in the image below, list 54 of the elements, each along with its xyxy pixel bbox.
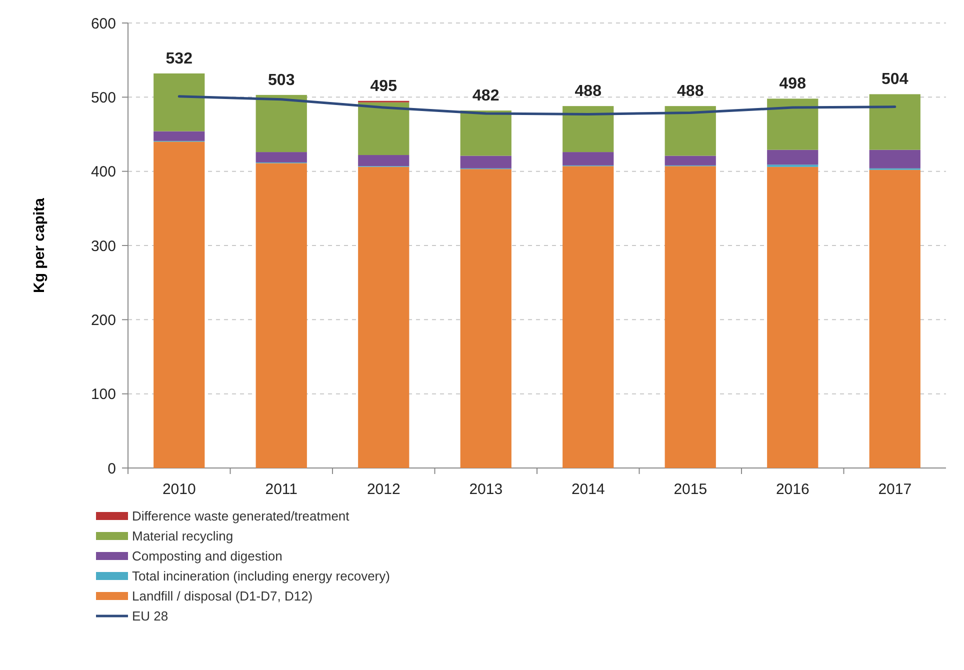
x-tick-label: 2011 (265, 481, 298, 498)
bar (460, 169, 512, 468)
legend-label: Difference waste generated/treatment (132, 508, 350, 524)
bar (767, 150, 818, 165)
bar (767, 166, 818, 468)
y-tick-label: 500 (90, 89, 116, 106)
bar (154, 131, 205, 141)
x-tick-label: 2014 (571, 481, 605, 498)
y-tick-label: 400 (90, 164, 116, 181)
legend-label: Total incineration (including energy recovery) (132, 568, 390, 584)
x-tick-label: 2015 (674, 481, 708, 498)
bar (154, 73, 205, 132)
bar (869, 94, 920, 150)
bar (562, 106, 614, 152)
y-tick-label: 0 (108, 460, 116, 478)
total-label: 488 (677, 83, 704, 100)
x-tick-label: 2013 (469, 481, 503, 498)
total-label: 503 (268, 72, 295, 89)
bar (256, 94, 307, 152)
y-tick-label: 300 (90, 238, 116, 255)
bar (358, 155, 410, 166)
bar (664, 166, 716, 468)
bar (664, 156, 716, 166)
bar (869, 150, 920, 168)
total-label: 495 (370, 78, 398, 95)
x-tick-label: 2012 (366, 481, 400, 498)
bar (256, 152, 307, 162)
bar (562, 166, 614, 468)
x-tick-label: 2017 (878, 481, 912, 498)
y-axis-title: Kg per capita (31, 197, 48, 294)
bar (460, 110, 512, 156)
bar (664, 106, 716, 156)
y-tick-label: 600 (90, 15, 116, 32)
bar (256, 163, 307, 468)
legend-label: Landfill / disposal (D1-D7, D12) (132, 588, 313, 604)
bar (154, 142, 205, 468)
x-tick-label: 2010 (162, 481, 196, 498)
bar (358, 102, 410, 156)
bar (460, 156, 512, 168)
bar (767, 98, 818, 150)
total-label: 532 (166, 50, 193, 68)
legend-label: Composting and digestion (132, 548, 282, 564)
total-label: 498 (779, 76, 806, 93)
y-tick-label: 200 (90, 312, 116, 329)
bar (869, 170, 920, 468)
total-label: 488 (574, 83, 602, 100)
x-tick-label: 2016 (776, 481, 810, 498)
total-label: 482 (472, 88, 500, 105)
legend-label: Material recycling (132, 528, 234, 544)
y-tick-label: 100 (90, 386, 116, 404)
total-label: 504 (882, 71, 908, 88)
legend-label: EU 28 (132, 608, 168, 624)
bar (358, 166, 410, 468)
bar (562, 152, 614, 166)
